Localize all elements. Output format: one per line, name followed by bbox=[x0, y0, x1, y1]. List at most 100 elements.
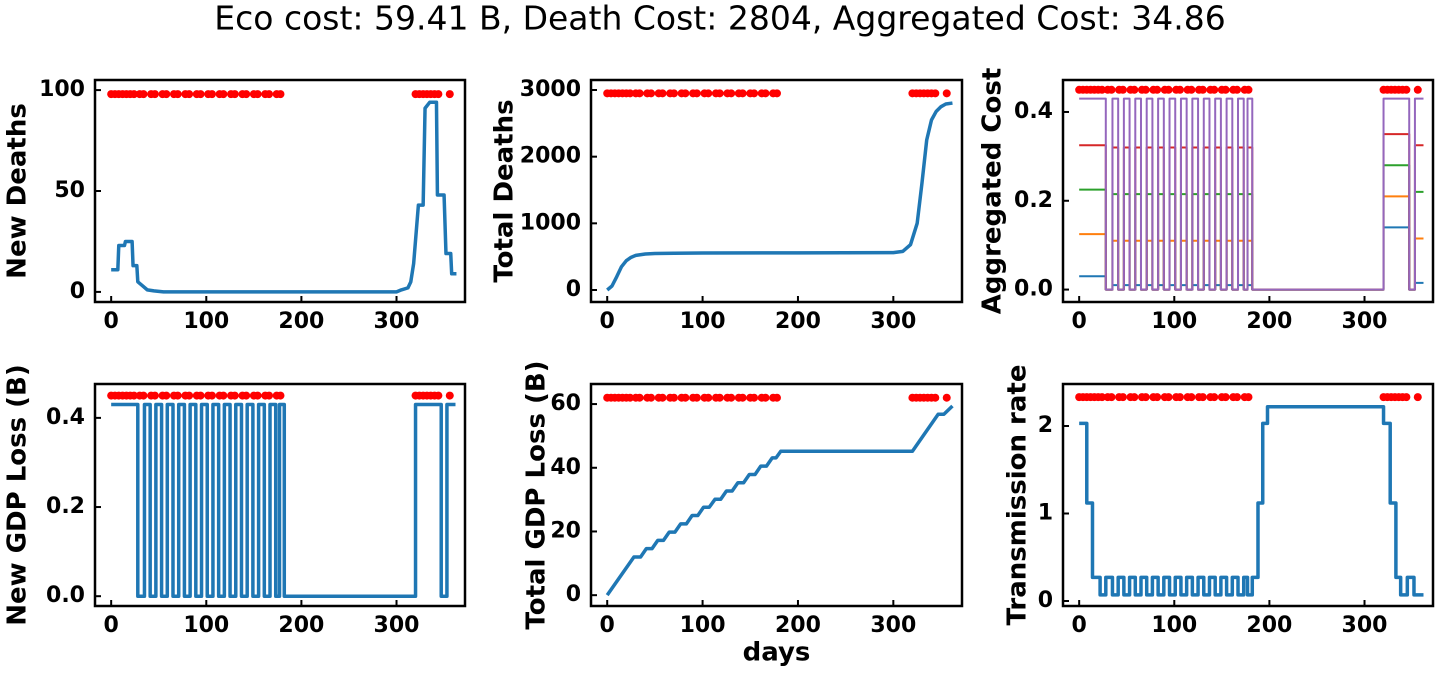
x-tick-label: 0 bbox=[600, 309, 615, 334]
x-tick-label: 0 bbox=[1072, 309, 1087, 334]
y-tick-label: 0 bbox=[566, 582, 581, 607]
x-tick-label: 300 bbox=[870, 309, 916, 334]
data-line bbox=[111, 402, 456, 598]
y-tick-label: 0.2 bbox=[46, 494, 85, 519]
policy-marker bbox=[185, 90, 194, 99]
y-tick-label: 2 bbox=[1038, 413, 1053, 438]
figure-title: Eco cost: 59.41 B, Death Cost: 2804, Agg… bbox=[214, 0, 1225, 38]
policy-marker bbox=[230, 391, 239, 400]
policy-marker bbox=[931, 393, 940, 402]
policy-marker bbox=[704, 89, 713, 98]
x-tick-label: 0 bbox=[104, 613, 119, 638]
x-tick-label: 200 bbox=[278, 613, 324, 638]
policy-marker bbox=[1244, 85, 1253, 94]
policy-marker bbox=[931, 89, 940, 98]
policy-marker bbox=[445, 391, 454, 400]
x-tick-label: 200 bbox=[1246, 613, 1292, 638]
x-tick-label: 200 bbox=[278, 309, 324, 334]
data-line bbox=[606, 101, 953, 292]
y-tick-label: 0 bbox=[70, 279, 85, 304]
policy-marker bbox=[715, 393, 724, 402]
policy-marker bbox=[253, 90, 262, 99]
policy-marker bbox=[1221, 85, 1230, 94]
policy-marker bbox=[219, 90, 228, 99]
policy-marker bbox=[1402, 393, 1411, 402]
policy-marker bbox=[692, 89, 701, 98]
policy-marker bbox=[942, 89, 951, 98]
y-tick-label: 0.4 bbox=[46, 405, 85, 430]
policy-marker bbox=[1221, 393, 1230, 402]
y-tick-label: 100 bbox=[39, 77, 85, 102]
policy-marker bbox=[185, 391, 194, 400]
x-tick-label: 100 bbox=[183, 309, 229, 334]
x-tick-label: 100 bbox=[680, 309, 726, 334]
policy-marker bbox=[1233, 393, 1242, 402]
policy-marker bbox=[658, 393, 667, 402]
x-tick-label: 300 bbox=[870, 613, 916, 638]
y-axis-label: New GDP Loss (B) bbox=[3, 364, 33, 626]
policy-marker bbox=[1153, 85, 1162, 94]
policy-marker bbox=[173, 90, 182, 99]
policy-marker bbox=[750, 393, 759, 402]
policy-marker bbox=[139, 90, 148, 99]
x-tick-label: 0 bbox=[1072, 613, 1087, 638]
policy-marker bbox=[230, 90, 239, 99]
policy-marker bbox=[1097, 85, 1106, 94]
axes-frame bbox=[1061, 382, 1435, 608]
policy-marker bbox=[1141, 393, 1150, 402]
policy-marker bbox=[196, 90, 205, 99]
y-tick-label: 0 bbox=[566, 277, 581, 302]
axes-frame bbox=[1061, 78, 1435, 304]
axes-frame bbox=[589, 382, 964, 608]
y-tick-label: 1 bbox=[1038, 501, 1053, 526]
policy-marker bbox=[129, 90, 138, 99]
policy-marker bbox=[265, 90, 274, 99]
policy-marker bbox=[669, 393, 678, 402]
y-tick-label: 2000 bbox=[520, 144, 581, 169]
policy-marker bbox=[658, 89, 667, 98]
policy-marker bbox=[669, 89, 678, 98]
policy-marker bbox=[196, 391, 205, 400]
policy-marker bbox=[276, 391, 285, 400]
policy-marker bbox=[1118, 85, 1127, 94]
subplot: 0 100 200 300 0.0 0.2 0.4 New GDP Loss (B) bbox=[3, 364, 467, 638]
policy-marker bbox=[692, 393, 701, 402]
policy-marker bbox=[635, 89, 644, 98]
policy-marker bbox=[1244, 393, 1253, 402]
data-line bbox=[1079, 405, 1424, 597]
policy-marker bbox=[1107, 85, 1116, 94]
policy-marker bbox=[704, 393, 713, 402]
policy-marker bbox=[276, 90, 285, 99]
policy-marker bbox=[162, 90, 171, 99]
policy-marker bbox=[772, 89, 781, 98]
axes-frame bbox=[93, 382, 467, 608]
policy-marker bbox=[1141, 85, 1150, 94]
policy-marker bbox=[1164, 85, 1173, 94]
policy-marker bbox=[1175, 85, 1184, 94]
policy-marker bbox=[1097, 393, 1106, 402]
y-tick-label: 60 bbox=[550, 391, 581, 416]
policy-marker bbox=[761, 89, 770, 98]
data-line bbox=[1079, 97, 1424, 291]
policy-marker bbox=[942, 393, 951, 402]
policy-marker bbox=[150, 90, 159, 99]
y-tick-label: 20 bbox=[550, 518, 581, 543]
policy-marker bbox=[1175, 393, 1184, 402]
policy-marker bbox=[1130, 393, 1139, 402]
policy-marker bbox=[434, 90, 443, 99]
y-axis-label: New Deaths bbox=[3, 103, 33, 279]
policy-marker bbox=[1413, 393, 1422, 402]
x-tick-label: 100 bbox=[1151, 613, 1197, 638]
policy-marker bbox=[242, 391, 251, 400]
y-tick-label: 0.0 bbox=[46, 583, 85, 608]
y-tick-label: 3000 bbox=[520, 77, 581, 102]
policy-marker bbox=[173, 391, 182, 400]
policy-marker bbox=[1210, 85, 1219, 94]
y-tick-label: 0.4 bbox=[1014, 99, 1053, 124]
x-tick-label: 100 bbox=[1151, 309, 1197, 334]
x-tick-label: 0 bbox=[104, 309, 119, 334]
